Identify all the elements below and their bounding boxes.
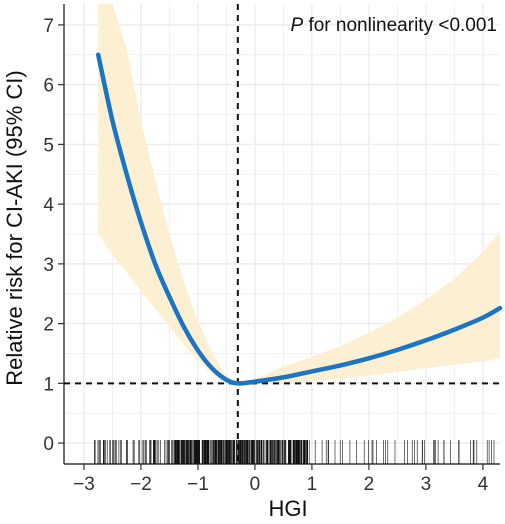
y-tick-label: 2 [43, 315, 54, 336]
y-tick-label: 7 [43, 16, 54, 37]
y-tick-label: 4 [43, 195, 54, 216]
x-tick-label: 0 [250, 474, 261, 495]
series-line [95, 52, 503, 386]
x-axis-title: HGI [268, 496, 307, 521]
y-axis-title: Relative risk for CI-AKI (95% CI) [2, 70, 27, 385]
x-tick-label: 2 [364, 474, 375, 495]
x-tick-label: −2 [130, 474, 152, 495]
y-tick-label: 6 [43, 76, 54, 97]
rug-marks [94, 440, 495, 464]
x-tick-label: −3 [73, 474, 95, 495]
y-tick-label: 3 [43, 255, 54, 276]
annotation-p: P [290, 15, 303, 36]
confidence-band [98, 4, 500, 385]
x-tick-label: 4 [478, 474, 489, 495]
axes [58, 4, 500, 470]
y-tick-label: 1 [43, 374, 54, 395]
annotation-text: for nonlinearity <0.001 [303, 15, 497, 36]
x-tick-label: −1 [187, 474, 209, 495]
x-tick-label: 1 [307, 474, 318, 495]
y-tick-label: 5 [43, 135, 54, 156]
tick-labels: −3 −2 −1 0 1 2 3 4 0 1 2 3 4 5 6 7 [43, 16, 488, 495]
nonlinearity-annotation: P for nonlinearity <0.001 [290, 15, 497, 36]
x-tick-label: 3 [421, 474, 432, 495]
y-tick-label: 0 [43, 434, 54, 455]
